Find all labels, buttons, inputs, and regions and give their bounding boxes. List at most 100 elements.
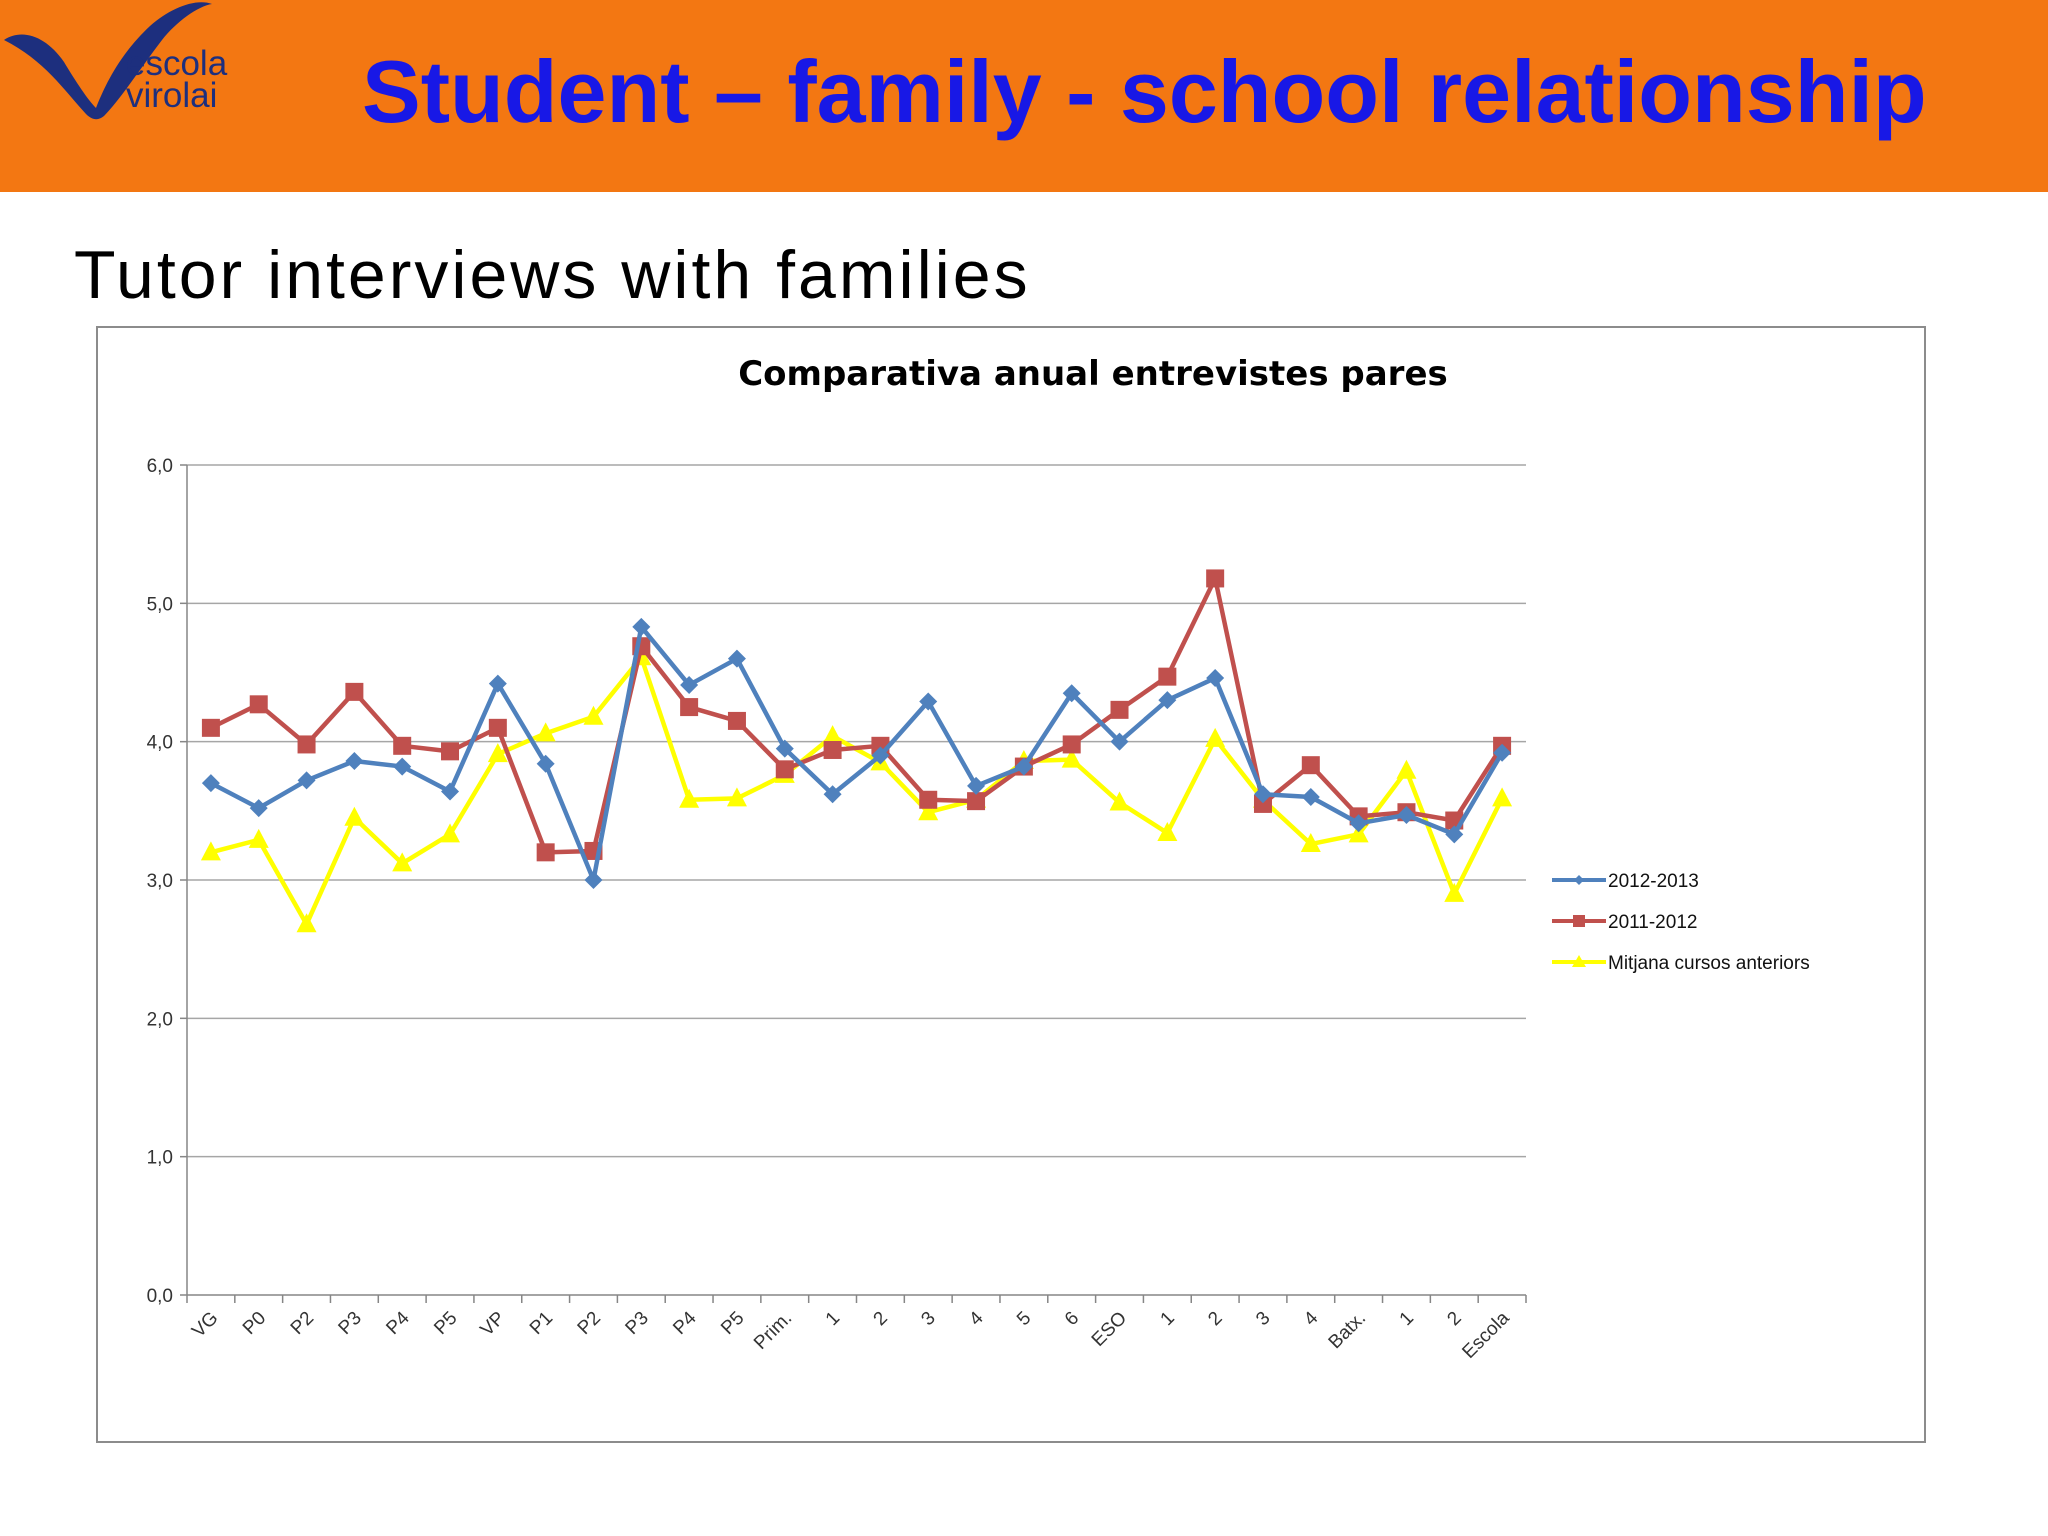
data-point	[488, 718, 507, 737]
data-point	[1205, 727, 1226, 747]
data-point	[249, 695, 268, 714]
data-point	[1301, 756, 1320, 775]
x-tick-label: Escola	[1458, 1307, 1513, 1362]
series-line	[209, 624, 1505, 883]
data-point	[440, 823, 461, 843]
data-point	[1206, 569, 1225, 588]
data-point	[535, 722, 556, 742]
data-point	[1206, 669, 1225, 688]
data-point	[536, 754, 555, 773]
data-point	[1253, 794, 1272, 813]
legend-marker	[1572, 955, 1586, 967]
chart-grid	[187, 464, 1526, 1158]
data-point	[297, 735, 316, 754]
x-tick-label: 1	[1157, 1308, 1179, 1330]
x-tick-label: P4	[669, 1307, 701, 1339]
data-point	[967, 776, 986, 795]
series-2011-2012	[201, 569, 1512, 862]
data-point	[1062, 735, 1081, 754]
data-point	[248, 828, 269, 848]
data-point	[1158, 667, 1177, 686]
data-point	[344, 806, 365, 826]
data-point	[1110, 700, 1129, 719]
x-tick-label: Batx.	[1325, 1308, 1370, 1353]
legend-label: Mitjana cursos anteriors	[1608, 953, 1810, 974]
data-point	[1396, 759, 1417, 779]
logo-text: escola virolai	[126, 44, 228, 113]
chart-frame: Comparativa anual entrevistes pares 0,0 1…	[96, 326, 1926, 1443]
legend-item: Mitjana cursos anteriors	[1552, 953, 1810, 974]
legend-marker	[1573, 915, 1585, 927]
data-point	[726, 787, 747, 807]
data-point	[823, 740, 842, 759]
data-point	[775, 739, 794, 758]
legend-label: 2011-2012	[1608, 912, 1697, 933]
data-point	[1157, 821, 1178, 841]
data-point	[441, 742, 460, 761]
data-point	[1253, 785, 1272, 804]
data-point	[1014, 757, 1033, 776]
data-point	[393, 757, 412, 776]
x-tick-label: 4	[1300, 1307, 1323, 1330]
series-mitjana-cursos-anteriors	[200, 646, 1513, 933]
x-tick-label: 3	[917, 1308, 939, 1330]
data-point	[679, 788, 700, 808]
x-tick-label: VP	[477, 1308, 510, 1341]
data-point	[1109, 791, 1130, 811]
y-tick-label: 3,0	[147, 871, 173, 892]
data-point	[727, 649, 746, 668]
data-point	[919, 692, 938, 711]
y-tick-label: 1,0	[147, 1148, 173, 1169]
data-point	[1492, 787, 1513, 807]
legend-label: 2012-2013	[1608, 871, 1699, 892]
x-tick-label: P2	[574, 1308, 605, 1339]
data-point	[584, 871, 603, 889]
series-line	[209, 576, 1504, 855]
data-point	[345, 752, 364, 771]
data-point	[1301, 788, 1320, 806]
data-point	[1110, 732, 1129, 751]
x-tick-label: P3	[622, 1308, 653, 1339]
data-point	[1300, 833, 1321, 853]
x-tick-label: 2	[1204, 1308, 1226, 1330]
legend-item: 2011-2012	[1552, 912, 1697, 933]
legend-marker	[1574, 875, 1584, 885]
x-tick-label: 1	[1396, 1308, 1418, 1330]
logo-swoosh-icon	[4, 2, 212, 120]
data-point	[345, 682, 364, 701]
y-tick-label: 0,0	[147, 1286, 173, 1307]
series-2012-2013	[201, 617, 1512, 889]
data-point	[536, 843, 555, 862]
data-point	[200, 841, 221, 861]
x-tick-label: 2	[1443, 1308, 1465, 1330]
y-tick-label: 5,0	[147, 594, 173, 615]
x-tick-label: P5	[430, 1308, 461, 1339]
data-point	[249, 799, 268, 818]
x-tick-label: P0	[239, 1308, 270, 1339]
slide-subtitle: Tutor interviews with families	[74, 237, 1031, 313]
school-logo	[4, 2, 212, 120]
chart-series-layer	[200, 569, 1513, 933]
data-point	[823, 785, 842, 804]
legend-item: 2012-2013	[1552, 871, 1699, 892]
chart-axes: 0,0 1,0 2,0 3,0 4,0 5,0 6,0 VG P0 P2 P3 P4 P5 VP P1 P2 P…	[147, 456, 1527, 1363]
data-point	[1348, 823, 1369, 843]
data-point	[680, 675, 699, 694]
x-tick-label: P1	[526, 1308, 557, 1339]
data-point	[296, 913, 317, 933]
logo-text-line1: escola	[126, 44, 228, 83]
data-point	[487, 743, 508, 763]
data-point	[392, 852, 413, 872]
x-tick-label: P5	[717, 1308, 748, 1339]
y-tick-label: 6,0	[147, 456, 173, 477]
chart-title: Comparativa anual entrevistes pares	[738, 354, 1448, 394]
data-point	[1397, 805, 1416, 824]
data-point	[632, 617, 651, 636]
data-point	[201, 718, 220, 737]
data-point	[1445, 825, 1464, 844]
slide-header: escola virolai Student – family - school…	[0, 0, 2048, 192]
data-point	[918, 801, 939, 821]
data-point	[1061, 748, 1082, 768]
data-point	[1158, 691, 1177, 710]
x-tick-label: P3	[335, 1308, 366, 1339]
